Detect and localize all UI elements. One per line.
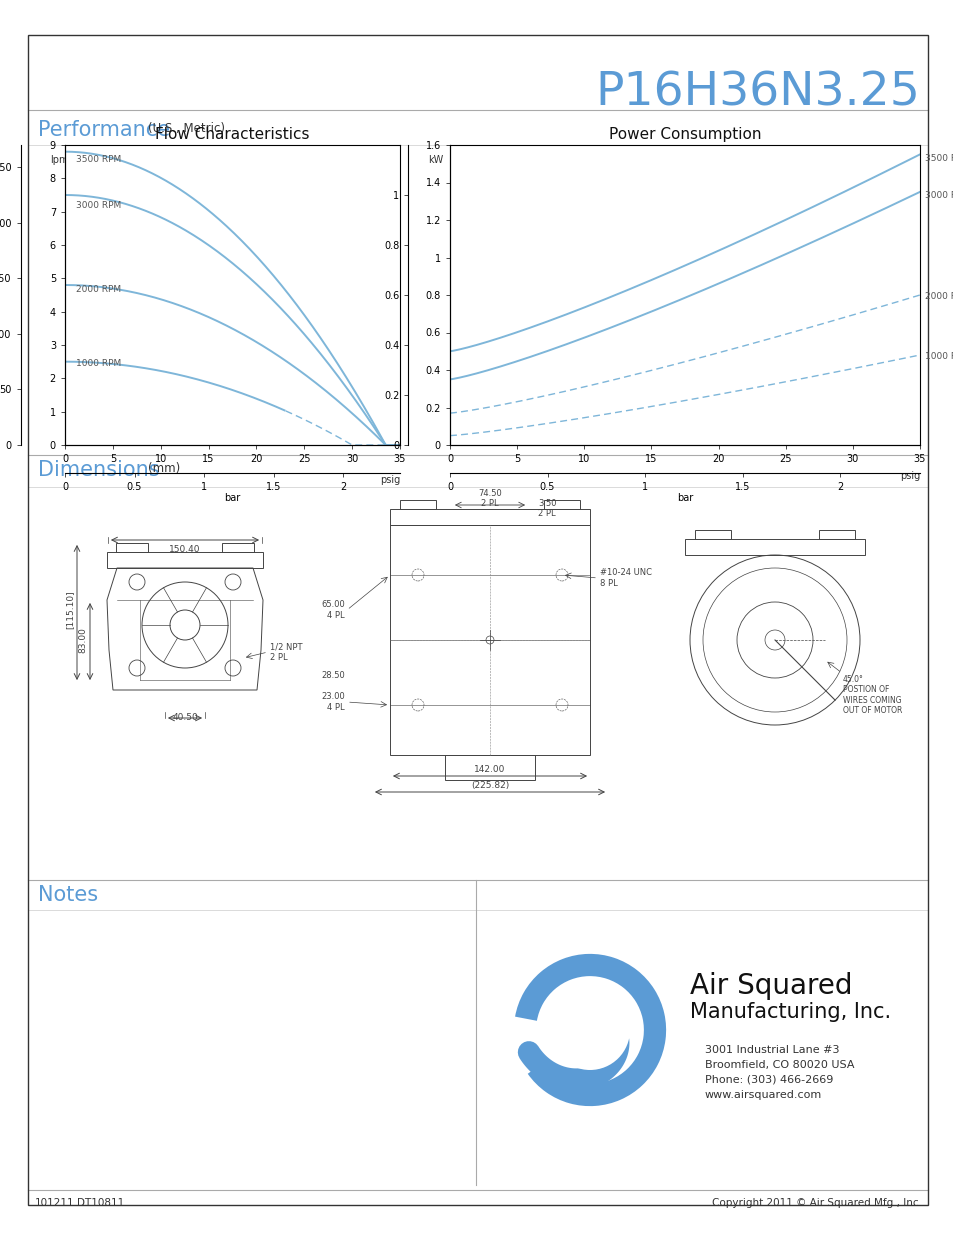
Text: 3500 RPM: 3500 RPM: [76, 156, 122, 164]
Text: 3000 RPM: 3000 RPM: [924, 191, 953, 200]
Text: Air Squared: Air Squared: [689, 972, 852, 1000]
Text: (U.S., Metric): (U.S., Metric): [148, 122, 225, 135]
Text: Performance: Performance: [38, 120, 170, 140]
Bar: [444, 755, 535, 781]
Title: Flow Characteristics: Flow Characteristics: [155, 127, 310, 142]
X-axis label: bar: bar: [677, 493, 693, 503]
Text: (mm): (mm): [148, 462, 180, 475]
Bar: [390, 509, 589, 525]
Text: 142.00: 142.00: [474, 764, 505, 774]
Text: 101211.DT10811: 101211.DT10811: [35, 1198, 125, 1208]
Text: 1000 RPM: 1000 RPM: [76, 359, 122, 368]
Text: 150.40: 150.40: [169, 545, 200, 555]
Text: 1/2 NPT
2 PL: 1/2 NPT 2 PL: [270, 642, 302, 662]
Text: www.airsquared.com: www.airsquared.com: [704, 1091, 821, 1100]
Bar: [116, 543, 148, 552]
Circle shape: [557, 997, 622, 1063]
Bar: [818, 530, 854, 538]
X-axis label: bar: bar: [224, 493, 240, 503]
Text: 45.0°
POSTION OF
WIRES COMING
OUT OF MOTOR: 45.0° POSTION OF WIRES COMING OUT OF MOT…: [842, 676, 902, 715]
Text: Copyright 2011 © Air Squared Mfg., Inc.: Copyright 2011 © Air Squared Mfg., Inc.: [711, 1198, 921, 1208]
Text: Broomfield, CO 80020 USA: Broomfield, CO 80020 USA: [704, 1060, 854, 1070]
Text: 74.50
2 PL: 74.50 2 PL: [477, 489, 501, 509]
Text: Manufacturing, Inc.: Manufacturing, Inc.: [689, 1002, 890, 1023]
Text: [115.10]: [115.10]: [65, 590, 74, 630]
Text: 3.50
2 PL: 3.50 2 PL: [537, 499, 556, 519]
Bar: [543, 500, 579, 509]
Text: Dimensions: Dimensions: [38, 459, 159, 480]
Circle shape: [550, 990, 629, 1070]
Text: psig: psig: [899, 472, 919, 482]
Text: 83.00: 83.00: [78, 627, 87, 653]
Text: 65.00
4 PL: 65.00 4 PL: [321, 600, 345, 620]
Bar: [399, 500, 436, 509]
Title: Power Consumption: Power Consumption: [608, 127, 760, 142]
Text: 3001 Industrial Lane #3: 3001 Industrial Lane #3: [704, 1045, 839, 1055]
Text: psig: psig: [379, 475, 399, 485]
Text: P16H36N3.25: P16H36N3.25: [595, 70, 919, 115]
Text: 28.50: 28.50: [321, 671, 345, 679]
Bar: [390, 525, 589, 755]
Bar: [107, 552, 263, 568]
Text: kW: kW: [428, 156, 443, 165]
Text: 2000 RPM: 2000 RPM: [76, 285, 121, 294]
Text: lpm: lpm: [50, 156, 69, 165]
Text: 3000 RPM: 3000 RPM: [76, 200, 122, 210]
Text: #10-24 UNC
8 PL: #10-24 UNC 8 PL: [599, 568, 651, 588]
Bar: [684, 538, 864, 555]
Text: 3500 RPM: 3500 RPM: [924, 153, 953, 163]
Text: 23.00
4 PL: 23.00 4 PL: [321, 693, 345, 711]
Text: Notes: Notes: [38, 885, 98, 905]
Bar: [695, 530, 730, 538]
Text: (225.82): (225.82): [471, 781, 509, 790]
Text: 2000 RPM: 2000 RPM: [924, 293, 953, 301]
Text: 40.50: 40.50: [172, 713, 197, 722]
Text: hp: hp: [452, 156, 464, 165]
Text: 1000 RPM: 1000 RPM: [924, 352, 953, 362]
Bar: [222, 543, 253, 552]
Text: Phone: (303) 466-2669: Phone: (303) 466-2669: [704, 1074, 833, 1086]
Text: cfm: cfm: [74, 156, 92, 165]
